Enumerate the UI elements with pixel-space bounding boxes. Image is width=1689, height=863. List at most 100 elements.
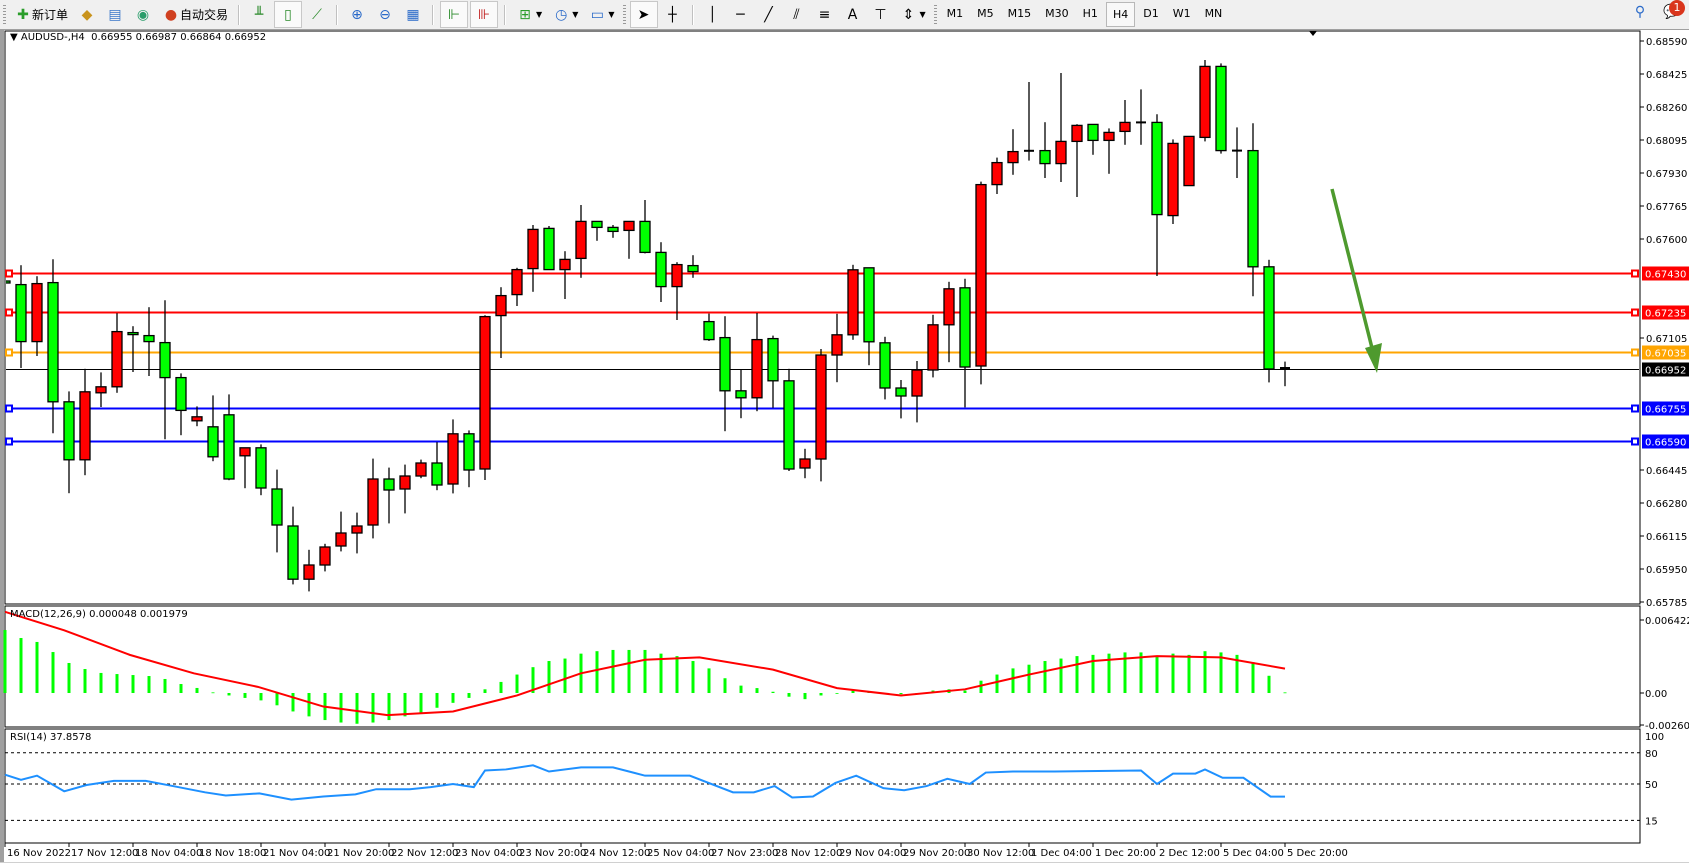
candle bbox=[95, 372, 107, 407]
macd-bar bbox=[995, 674, 999, 693]
vertical-line-button[interactable]: │ bbox=[700, 2, 726, 27]
candle-body bbox=[303, 564, 315, 580]
time-label: 2 Dec 12:00 bbox=[1159, 848, 1220, 859]
macd-bar bbox=[979, 680, 983, 693]
macd-bar bbox=[755, 688, 759, 693]
candle bbox=[991, 157, 1003, 194]
auto-trading-button[interactable]: ● 自动交易 bbox=[158, 2, 232, 27]
timeframe-h1[interactable]: H1 bbox=[1082, 7, 1098, 20]
candle-body bbox=[655, 251, 667, 288]
price-tick-label: 0.67600 bbox=[1646, 235, 1687, 246]
fibonacci-button[interactable]: ≡ bbox=[812, 2, 838, 27]
candle bbox=[1232, 127, 1242, 178]
zoom-in-icon: ⊕ bbox=[351, 6, 363, 23]
candle-body bbox=[223, 414, 235, 480]
indicators-button[interactable]: ⊞ ▼ bbox=[512, 2, 546, 27]
signals-button[interactable]: ◉ bbox=[130, 2, 156, 27]
candle-body bbox=[975, 183, 987, 367]
rsi-tick-label: 50 bbox=[1645, 780, 1658, 791]
price-tick-label: 0.68590 bbox=[1646, 37, 1687, 48]
timeframe-w1[interactable]: W1 bbox=[1172, 7, 1191, 20]
candle bbox=[623, 220, 635, 259]
candle bbox=[1167, 139, 1179, 224]
candlestick-button[interactable]: ▯ bbox=[274, 1, 303, 28]
line-chart-button[interactable]: ⟋ bbox=[304, 2, 330, 27]
macd-bar bbox=[1251, 662, 1255, 693]
candle-body bbox=[911, 369, 923, 397]
macd-bar bbox=[483, 689, 487, 693]
equidistant-channel-button[interactable]: ⫽ bbox=[784, 2, 810, 27]
candle-body bbox=[1007, 150, 1019, 164]
text-label-icon: ⊤ bbox=[874, 6, 887, 23]
candle bbox=[1007, 129, 1019, 175]
price-line-label: 0.66590 bbox=[1645, 438, 1686, 449]
macd-bar bbox=[1219, 652, 1223, 693]
time-label: 29 Nov 20:00 bbox=[903, 848, 970, 859]
macd-tick-label: 0.00 bbox=[1645, 689, 1667, 700]
candle bbox=[447, 419, 459, 494]
candle-body bbox=[991, 161, 1003, 186]
timeframe-m1[interactable]: M1 bbox=[946, 7, 964, 20]
right-tools: ⚲ 💬1 bbox=[1631, 0, 1685, 21]
candle-body bbox=[895, 387, 907, 397]
text-button[interactable]: A bbox=[840, 2, 866, 27]
macd-bar bbox=[259, 693, 263, 701]
macd-bar bbox=[1091, 654, 1095, 693]
search-icon[interactable]: ⚲ bbox=[1634, 4, 1646, 20]
horizontal-line-button[interactable]: ─ bbox=[728, 2, 754, 27]
text-label-button[interactable]: ⊤ bbox=[868, 2, 894, 27]
price-line-label: 0.67235 bbox=[1645, 309, 1686, 320]
candle bbox=[319, 543, 331, 572]
candle-body bbox=[879, 342, 891, 389]
toolbar-grip[interactable] bbox=[3, 4, 6, 25]
new-order-button[interactable]: ✚ 新订单 bbox=[10, 2, 72, 27]
bar-chart-button[interactable]: ╨ bbox=[246, 2, 272, 27]
chart-menu-triangle-icon[interactable]: ▼ bbox=[10, 32, 21, 43]
timeframe-h4[interactable]: H4 bbox=[1105, 2, 1136, 27]
timeframe-m5[interactable]: M5 bbox=[977, 7, 994, 20]
line-anchor-handle bbox=[1631, 437, 1639, 446]
periods-button[interactable]: ◷ ▼ bbox=[548, 2, 582, 27]
toolbar-grip[interactable] bbox=[933, 4, 937, 25]
tile-windows-icon: ▦ bbox=[406, 6, 420, 23]
timeframe-mn[interactable]: MN bbox=[1204, 7, 1223, 20]
macd-bar bbox=[771, 691, 775, 693]
notifications-button[interactable]: 💬1 bbox=[1663, 0, 1685, 21]
tile-windows-button[interactable]: ▦ bbox=[400, 2, 426, 27]
candle-body bbox=[799, 458, 811, 469]
toolbar-grip[interactable] bbox=[622, 4, 626, 25]
metaeditor-button[interactable]: ◆ bbox=[74, 2, 100, 27]
chart-shift-button[interactable]: ⊩ bbox=[440, 1, 469, 28]
candle-body bbox=[159, 341, 171, 379]
candle-body bbox=[1199, 65, 1211, 139]
timeframe-m15[interactable]: M15 bbox=[1007, 7, 1032, 20]
zoom-out-button[interactable]: ⊖ bbox=[372, 2, 398, 27]
candle-body bbox=[1247, 149, 1259, 268]
arrows-button[interactable]: ⇕ ▼ bbox=[896, 2, 930, 27]
autoscroll-icon: ⊪ bbox=[477, 6, 491, 23]
candle bbox=[383, 467, 395, 524]
macd-bar bbox=[355, 693, 359, 724]
time-label: 16 Nov 2022 bbox=[7, 848, 71, 859]
chart-window[interactable]: 0.68590 0.68425 0.68260 0.68095 0.67930 0.677… bbox=[0, 30, 1689, 863]
candle-body bbox=[719, 336, 731, 392]
cursor-button[interactable]: ➤ bbox=[629, 1, 658, 28]
autoscroll-button[interactable]: ⊪ bbox=[470, 1, 499, 28]
macd-bar bbox=[1171, 653, 1175, 693]
candle bbox=[6, 280, 11, 284]
timeframe-d1[interactable]: D1 bbox=[1143, 7, 1159, 20]
zoom-in-button[interactable]: ⊕ bbox=[344, 2, 370, 27]
candle bbox=[303, 549, 315, 592]
separator bbox=[336, 4, 339, 25]
templates-button[interactable]: ▭ ▼ bbox=[584, 2, 618, 27]
crosshair-button[interactable]: ┼ bbox=[660, 2, 686, 27]
candle bbox=[47, 259, 59, 434]
candle bbox=[191, 406, 203, 427]
price-line-label-bg bbox=[1642, 401, 1689, 416]
time-label: 22 Nov 12:00 bbox=[391, 848, 458, 859]
terminal-button[interactable]: ▤ bbox=[102, 2, 128, 27]
trendline-button[interactable]: ╱ bbox=[756, 2, 782, 27]
macd-bar bbox=[1027, 664, 1031, 693]
candle bbox=[719, 316, 731, 432]
timeframe-m30[interactable]: M30 bbox=[1045, 7, 1069, 20]
